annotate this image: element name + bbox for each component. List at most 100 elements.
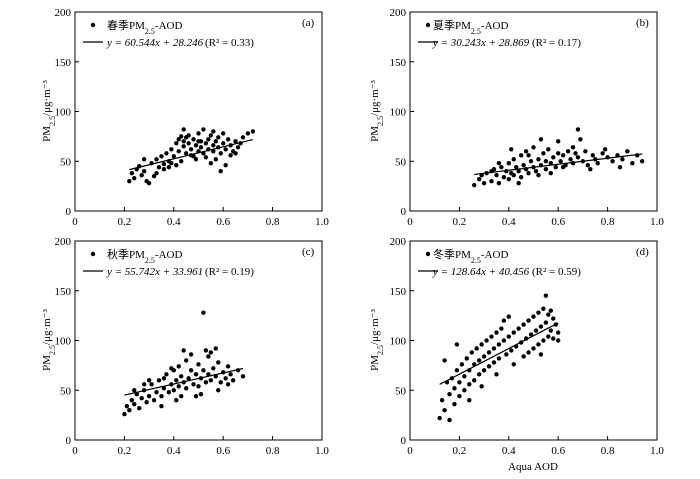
data-point: [548, 328, 553, 333]
data-point: [511, 157, 516, 162]
data-point: [211, 129, 216, 134]
x-tick-label: 0.6: [216, 216, 230, 228]
data-point: [541, 306, 546, 311]
x-tick-label: 1.0: [315, 445, 329, 457]
x-tick-label: 0.4: [502, 216, 516, 228]
data-point: [551, 316, 556, 321]
x-tick-label: 0.8: [266, 216, 280, 228]
y-tick-label: 50: [60, 156, 72, 168]
data-point: [543, 159, 549, 164]
data-point: [223, 376, 228, 381]
data-point: [454, 342, 460, 347]
data-point: [560, 165, 566, 170]
data-point: [516, 169, 521, 174]
y-tick-label: 0: [66, 435, 72, 447]
data-point: [573, 151, 578, 156]
data-point: [206, 354, 211, 359]
data-point: [159, 403, 164, 409]
data-point: [203, 348, 209, 353]
data-point: [541, 151, 546, 156]
data-point: [454, 368, 460, 373]
y-tick-label: 200: [390, 236, 407, 248]
x-tick-label: 0.4: [167, 445, 181, 457]
data-point: [181, 348, 186, 353]
data-point: [203, 155, 209, 160]
data-point: [169, 147, 174, 152]
y-tick-label: 50: [60, 385, 72, 397]
data-point: [481, 354, 487, 359]
data-point: [208, 378, 214, 383]
data-point: [164, 151, 169, 156]
x-tick-label: 0.6: [551, 216, 565, 228]
data-point: [506, 176, 511, 182]
data-point: [179, 374, 184, 379]
fit-line: [129, 138, 253, 171]
data-point: [181, 139, 186, 144]
data-point: [499, 165, 504, 170]
x-tick-label: 0.4: [502, 445, 516, 457]
data-point: [472, 378, 477, 383]
data-point: [506, 161, 511, 166]
data-point: [218, 169, 223, 174]
data-point: [516, 326, 521, 331]
data-point: [188, 352, 194, 357]
data-point: [122, 411, 127, 417]
legend-marker: [90, 22, 96, 28]
data-point: [476, 358, 482, 363]
data-point: [496, 342, 502, 347]
data-point: [218, 380, 223, 385]
data-point: [201, 310, 206, 315]
data-point: [526, 153, 531, 158]
data-point: [553, 165, 558, 170]
data-point: [137, 405, 142, 411]
data-point: [518, 153, 524, 158]
data-point: [161, 167, 167, 172]
legend-marker: [425, 251, 431, 257]
data-point: [218, 151, 223, 156]
data-point: [151, 173, 157, 179]
data-point: [509, 147, 514, 152]
data-point: [575, 127, 581, 132]
data-point: [526, 350, 531, 355]
legend-marker: [90, 251, 96, 257]
data-point: [196, 139, 201, 144]
panel-a: 0 0.2 0.4 0.6 0.8 1.0 0 50 100 150 200 春季PM2.5-AOD…: [41, 7, 329, 228]
data-point: [521, 354, 526, 359]
data-point: [176, 149, 181, 154]
panel-c-marks: 0 0.2 0.4 0.6 0.8 1.0 0 50 100 150 200: [55, 236, 330, 457]
y-tick-label: 100: [55, 107, 72, 119]
data-point: [511, 330, 516, 335]
data-point: [486, 350, 492, 355]
data-point: [146, 180, 152, 186]
data-point: [548, 308, 553, 313]
data-point: [501, 318, 507, 323]
y-tick-label: 100: [55, 336, 72, 348]
data-point: [233, 139, 238, 144]
data-point: [556, 151, 561, 156]
y-tick-label: 50: [395, 156, 407, 168]
data-point: [491, 346, 497, 351]
data-point: [161, 162, 167, 167]
data-point: [452, 401, 457, 407]
data-point: [459, 362, 465, 367]
data-point: [486, 364, 492, 369]
data-point: [536, 157, 541, 162]
data-point: [491, 360, 497, 365]
data-point: [476, 176, 482, 182]
data-point: [216, 135, 221, 140]
y-tick-label: 200: [55, 236, 72, 248]
data-point: [186, 133, 191, 138]
y-tick-label: 150: [390, 57, 407, 69]
data-point: [501, 338, 507, 343]
data-point: [139, 172, 144, 178]
data-point: [556, 330, 561, 335]
data-point: [565, 149, 571, 154]
data-point: [188, 147, 194, 152]
y-tick-label: 100: [390, 107, 407, 119]
data-point: [511, 362, 516, 367]
y-tick-label: 200: [390, 7, 407, 19]
data-point: [558, 159, 563, 164]
data-point: [509, 348, 514, 353]
data-point: [176, 364, 181, 369]
data-point: [447, 417, 452, 423]
